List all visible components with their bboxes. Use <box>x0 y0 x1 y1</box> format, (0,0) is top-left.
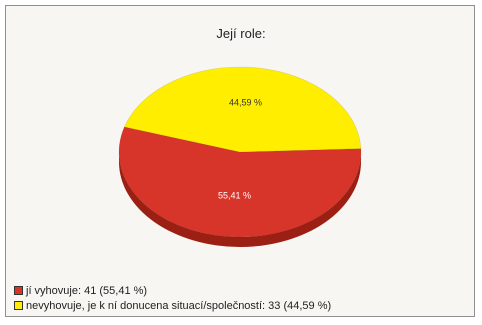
legend-swatch-yellow <box>14 301 23 310</box>
legend-item-vyhovuje: jí vyhovuje: 41 (55,41 %) <box>14 283 331 298</box>
legend-label-nevyhovuje: nevyhovuje, je k ní donucena situací/spo… <box>26 299 332 312</box>
legend: jí vyhovuje: 41 (55,41 %) nevyhovuje, je… <box>14 283 331 313</box>
data-label-vyhovuje: 55,41 % <box>218 190 251 200</box>
pie-chart: 55,41 % 44,59 % <box>118 66 362 247</box>
legend-label-vyhovuje: jí vyhovuje: 41 (55,41 %) <box>26 284 148 297</box>
legend-item-nevyhovuje: nevyhovuje, je k ní donucena situací/spo… <box>14 298 331 313</box>
chart-title: Její role: <box>216 26 266 41</box>
slice-vyhovuje <box>118 126 362 238</box>
legend-swatch-red <box>14 286 23 295</box>
slice-nevyhovuje <box>123 66 362 153</box>
chart-panel: Její role: 55,41 % 44,59 % jí vyhovuje: 4… <box>5 5 475 317</box>
data-label-nevyhovuje: 44,59 % <box>229 98 262 108</box>
